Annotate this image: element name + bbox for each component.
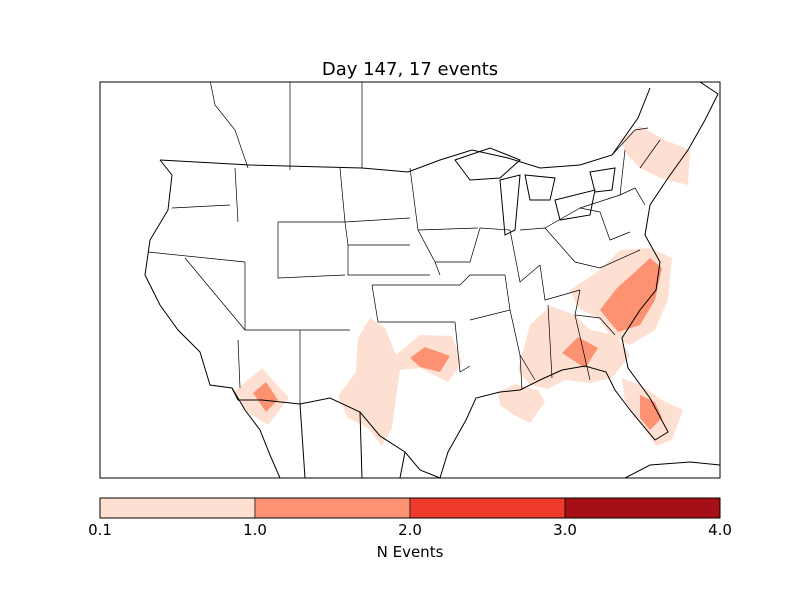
cuba — [624, 461, 720, 478]
state-borders — [147, 82, 661, 404]
density-peak-oklahoma — [410, 347, 450, 372]
colorbar-tick-label: 0.1 — [88, 521, 112, 539]
density-peak-arizona — [253, 382, 278, 412]
colorbar-bin-1 — [254, 497, 411, 519]
colorbar-label: N Events — [377, 543, 444, 561]
colorbar-frame — [99, 497, 721, 519]
map-panel — [99, 81, 721, 479]
event-density-layer — [234, 126, 690, 446]
colorbar-bin-0 — [99, 497, 256, 519]
density-peak-georgia — [562, 337, 598, 368]
mexico-border — [231, 387, 406, 478]
colorbar-tick-label: 4.0 — [708, 521, 732, 539]
colorbar-bin-3 — [564, 497, 721, 519]
state-lines-west — [147, 82, 460, 404]
coastlines-and-borders — [144, 82, 720, 478]
us-outline — [144, 82, 719, 478]
colorbar-tick-label: 1.0 — [243, 521, 267, 539]
state-lines-east — [519, 127, 661, 391]
colorbar: 0.1 1.0 2.0 3.0 4.0 N Events — [88, 497, 732, 561]
canada-border — [159, 87, 651, 173]
colorbar-bin-2 — [409, 497, 566, 519]
density-peak-florida — [640, 395, 662, 430]
density-region-new-england — [620, 126, 690, 185]
colorbar-tick-label: 2.0 — [398, 521, 422, 539]
density-peak-carolinas — [600, 258, 662, 332]
chart-title: Day 147, 17 events — [322, 59, 498, 80]
great-lakes — [454, 147, 616, 236]
colorbar-tick-label: 3.0 — [553, 521, 577, 539]
density-region-louisiana — [498, 384, 545, 423]
map-frame — [99, 81, 721, 479]
